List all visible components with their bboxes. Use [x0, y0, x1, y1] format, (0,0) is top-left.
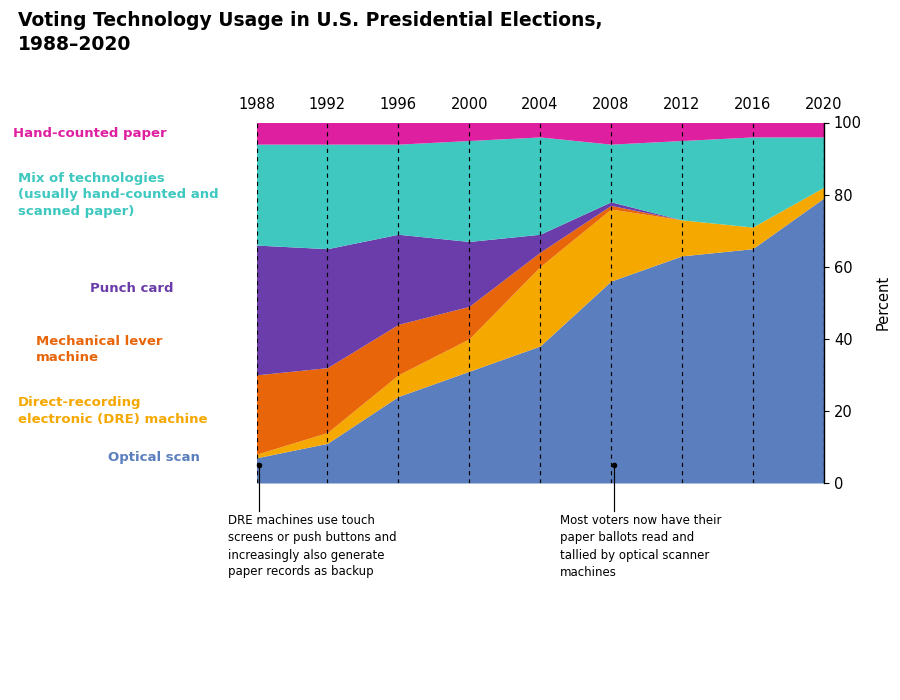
Text: 1988–2020: 1988–2020: [18, 35, 131, 54]
Text: Hand-counted paper: Hand-counted paper: [13, 127, 166, 140]
Text: Most voters now have their
paper ballots read and
tallied by optical scanner
mac: Most voters now have their paper ballots…: [560, 514, 721, 578]
Text: DRE machines use touch
screens or push buttons and
increasingly also generate
pa: DRE machines use touch screens or push b…: [228, 514, 396, 578]
Text: Voting Technology Usage in U.S. Presidential Elections,: Voting Technology Usage in U.S. Presiden…: [18, 10, 602, 29]
Text: Mix of technologies
(usually hand-counted and
scanned paper): Mix of technologies (usually hand-counte…: [18, 172, 219, 218]
Text: Optical scan: Optical scan: [108, 452, 200, 464]
Text: Direct-recording
electronic (DRE) machine: Direct-recording electronic (DRE) machin…: [18, 396, 208, 426]
Text: Mechanical lever
machine: Mechanical lever machine: [36, 335, 163, 365]
Y-axis label: Percent: Percent: [876, 275, 891, 330]
Text: Punch card: Punch card: [90, 282, 174, 295]
